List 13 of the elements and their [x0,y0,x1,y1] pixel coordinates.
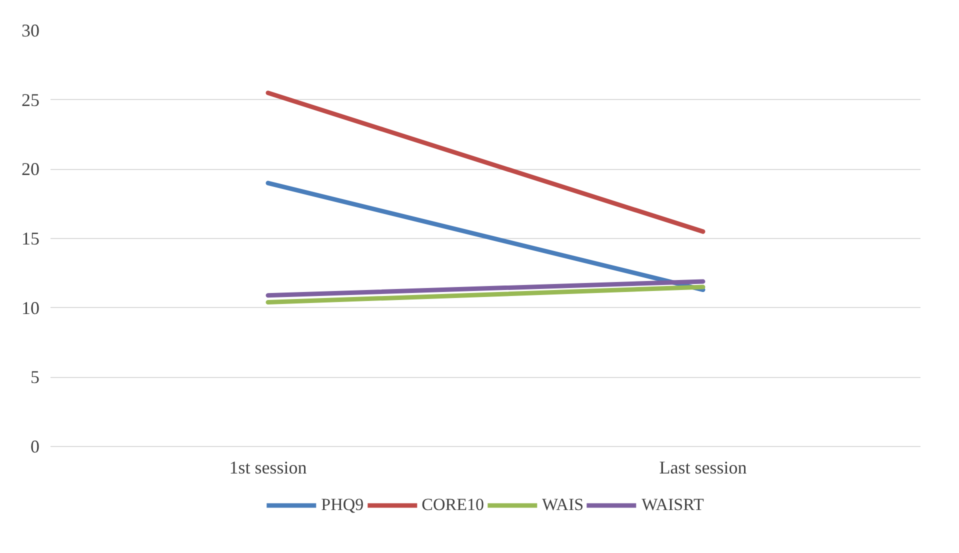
y-tick-label: 25 [22,90,40,110]
legend-label: PHQ9 [321,495,364,515]
y-tick-label: 30 [22,20,40,40]
x-tick-label: Last session [659,458,747,478]
x-tick-label: 1st session [229,458,307,478]
y-tick-label: 15 [22,228,40,248]
y-tick-label: 5 [30,367,40,388]
legend-label: WAIS [542,495,584,515]
legend-label: WAISRT [642,495,704,515]
y-tick-label: 20 [22,159,40,180]
legend-label: CORE10 [422,495,484,515]
y-tick-label: 0 [30,436,40,456]
y-tick-label: 10 [22,298,40,318]
